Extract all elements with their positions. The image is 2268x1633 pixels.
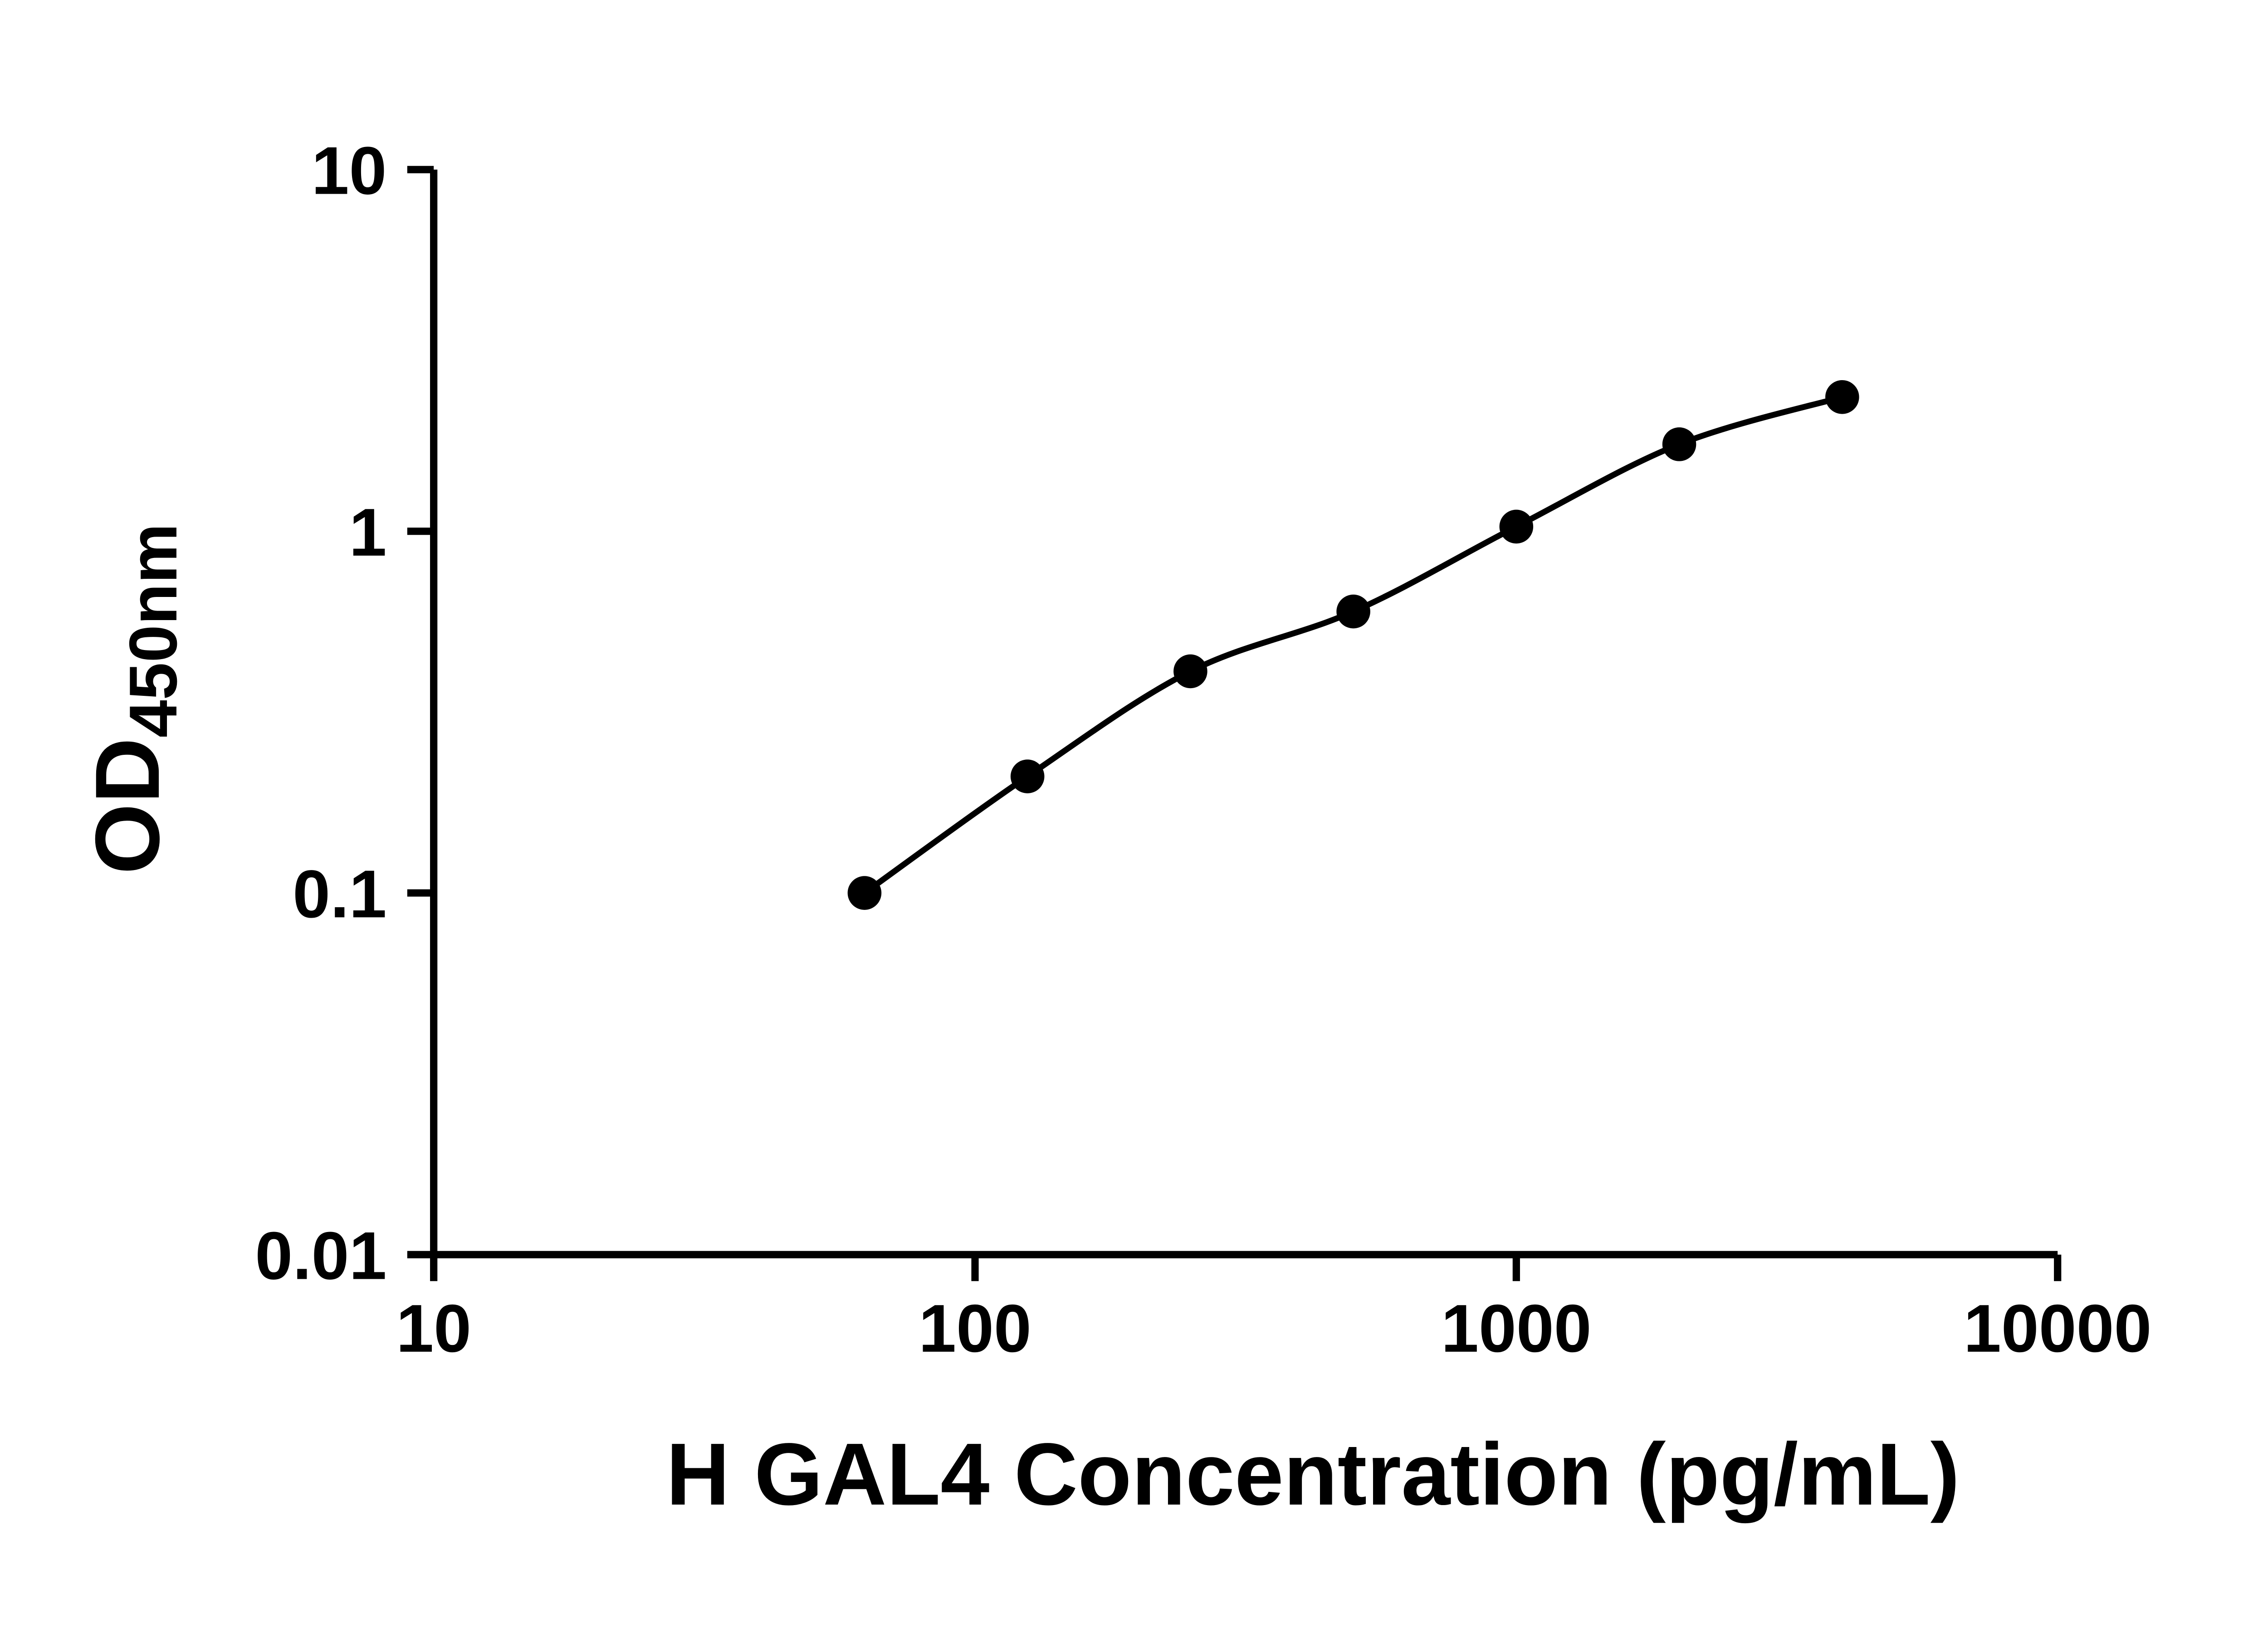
data-point (847, 876, 882, 910)
x-tick-label: 10 (396, 1291, 471, 1366)
y-tick-label: 10 (312, 133, 387, 209)
data-point (1499, 509, 1534, 544)
data-point (1336, 594, 1370, 629)
data-point (1010, 759, 1045, 793)
y-axis-title-main: OD (76, 738, 178, 874)
x-tick-label: 10000 (1964, 1291, 2152, 1366)
data-point (1173, 654, 1207, 689)
axis-line (430, 169, 2058, 1259)
y-tick-label: 0.1 (293, 856, 386, 932)
x-tick-label: 100 (919, 1291, 1031, 1366)
data-point (1662, 427, 1696, 461)
y-axis-title-subscript: 450nm (115, 523, 191, 738)
y-tick-label: 0.01 (255, 1218, 386, 1294)
y-tick-label: 1 (349, 494, 387, 570)
x-tick-label: 1000 (1441, 1291, 1592, 1366)
data-point (1825, 380, 1859, 414)
curve-line (863, 394, 1843, 895)
y-axis-title: OD450nm (76, 523, 191, 875)
x-axis-title: H GAL4 Concentration (pg/mL) (666, 1425, 1960, 1524)
